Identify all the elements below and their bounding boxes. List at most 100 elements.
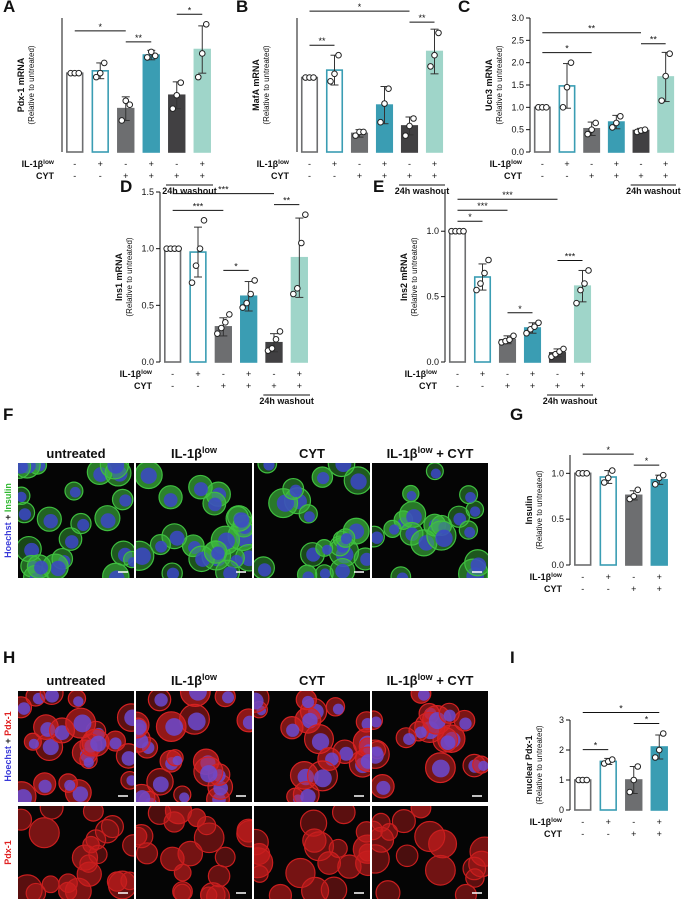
nucleus	[73, 714, 92, 733]
data-point	[588, 126, 595, 133]
cell	[136, 826, 148, 846]
cell	[39, 806, 64, 820]
nucleus	[187, 712, 206, 731]
y-tick-label: 0	[559, 805, 564, 815]
significance-label: **	[418, 13, 426, 23]
washout-label: 24h washout	[543, 396, 598, 406]
nucleus	[42, 739, 59, 756]
condition-sign: +	[657, 572, 662, 582]
condition-sign: -	[456, 369, 459, 379]
data-point	[435, 29, 442, 37]
cell	[414, 820, 446, 853]
y-tick-label: 0.5	[511, 125, 524, 135]
nucleus	[155, 540, 168, 553]
condition-sign: +	[149, 159, 154, 169]
significance-label: ***	[193, 201, 204, 211]
nucleus	[163, 493, 178, 507]
data-point	[531, 323, 538, 330]
cells	[254, 691, 370, 802]
nucleus	[350, 473, 367, 490]
condition-sign: +	[123, 171, 128, 181]
nucleus	[286, 723, 300, 737]
data-point	[634, 763, 642, 770]
nucleus	[169, 530, 185, 546]
data-point	[276, 328, 284, 335]
cell	[372, 826, 395, 853]
nucleus	[140, 467, 157, 484]
cell	[268, 883, 293, 899]
y-tick-label: 2	[559, 745, 564, 755]
nucleus	[431, 759, 450, 778]
cell	[196, 815, 217, 836]
condition-sign: +	[480, 369, 485, 379]
nucleus	[300, 788, 316, 802]
nucleus	[90, 735, 107, 752]
condition-sign: +	[332, 159, 337, 169]
nucleus	[154, 693, 168, 707]
condition-sign: -	[556, 369, 559, 379]
nucleus	[107, 463, 125, 474]
image-title: IL-1βlow	[171, 445, 218, 461]
panel-label: A	[3, 0, 15, 16]
nucleus	[230, 554, 243, 567]
data-point	[535, 319, 542, 327]
nucleus	[127, 557, 134, 567]
nucleus	[332, 703, 344, 715]
nucleus	[303, 511, 315, 523]
bar	[300, 76, 319, 153]
nucleus	[313, 769, 332, 788]
cell	[193, 822, 225, 854]
condition-sign: -	[541, 159, 544, 169]
cell	[18, 874, 43, 899]
data-point	[567, 59, 575, 66]
condition-name: IL-1β	[405, 369, 427, 379]
condition-sign: +	[657, 817, 662, 827]
data-point	[581, 280, 588, 287]
condition-sign: -	[124, 159, 127, 169]
condition-sign: +	[200, 159, 205, 169]
condition-sign: -	[456, 381, 459, 391]
condition-sign: -	[308, 159, 311, 169]
condition-sign: +	[631, 829, 636, 839]
data-point	[100, 59, 108, 67]
nucleus	[430, 468, 441, 479]
nucleus	[302, 571, 315, 578]
data-point	[169, 105, 177, 112]
cell	[100, 815, 124, 839]
nucleus	[459, 717, 472, 730]
nucleus	[478, 760, 488, 772]
nucleus	[18, 463, 28, 474]
condition-label: CYT	[504, 171, 523, 181]
y-tick-label: 3	[559, 715, 564, 725]
data-point	[198, 50, 206, 57]
nucleus	[319, 568, 331, 578]
significance-label: *	[645, 456, 649, 466]
condition-sign: +	[246, 369, 251, 379]
washout-label: 24h washout	[395, 186, 450, 196]
condition-sign: +	[174, 171, 179, 181]
condition-sign: +	[564, 159, 569, 169]
cell	[82, 806, 104, 822]
data-point	[218, 324, 225, 332]
condition-name: CYT	[134, 381, 153, 391]
data-point	[609, 124, 616, 131]
data-point	[510, 332, 517, 340]
nucleus	[109, 737, 122, 750]
nucleus	[376, 780, 391, 795]
condition-sign: -	[541, 171, 544, 181]
data-point	[272, 336, 280, 343]
bar	[599, 760, 617, 811]
data-point	[585, 267, 592, 274]
row-label-part: Insulin	[3, 483, 13, 512]
data-point	[222, 319, 229, 326]
condition-sign: -	[607, 829, 610, 839]
condition-name: IL-1β	[257, 159, 279, 169]
nucleus	[200, 765, 218, 783]
panel-label: B	[236, 0, 248, 16]
condition-label: IL-1βlow	[530, 817, 563, 828]
nucleus	[208, 497, 222, 512]
data-point	[630, 776, 638, 784]
cells	[136, 806, 252, 899]
data-point	[613, 119, 620, 127]
image-title: untreated	[46, 446, 105, 461]
